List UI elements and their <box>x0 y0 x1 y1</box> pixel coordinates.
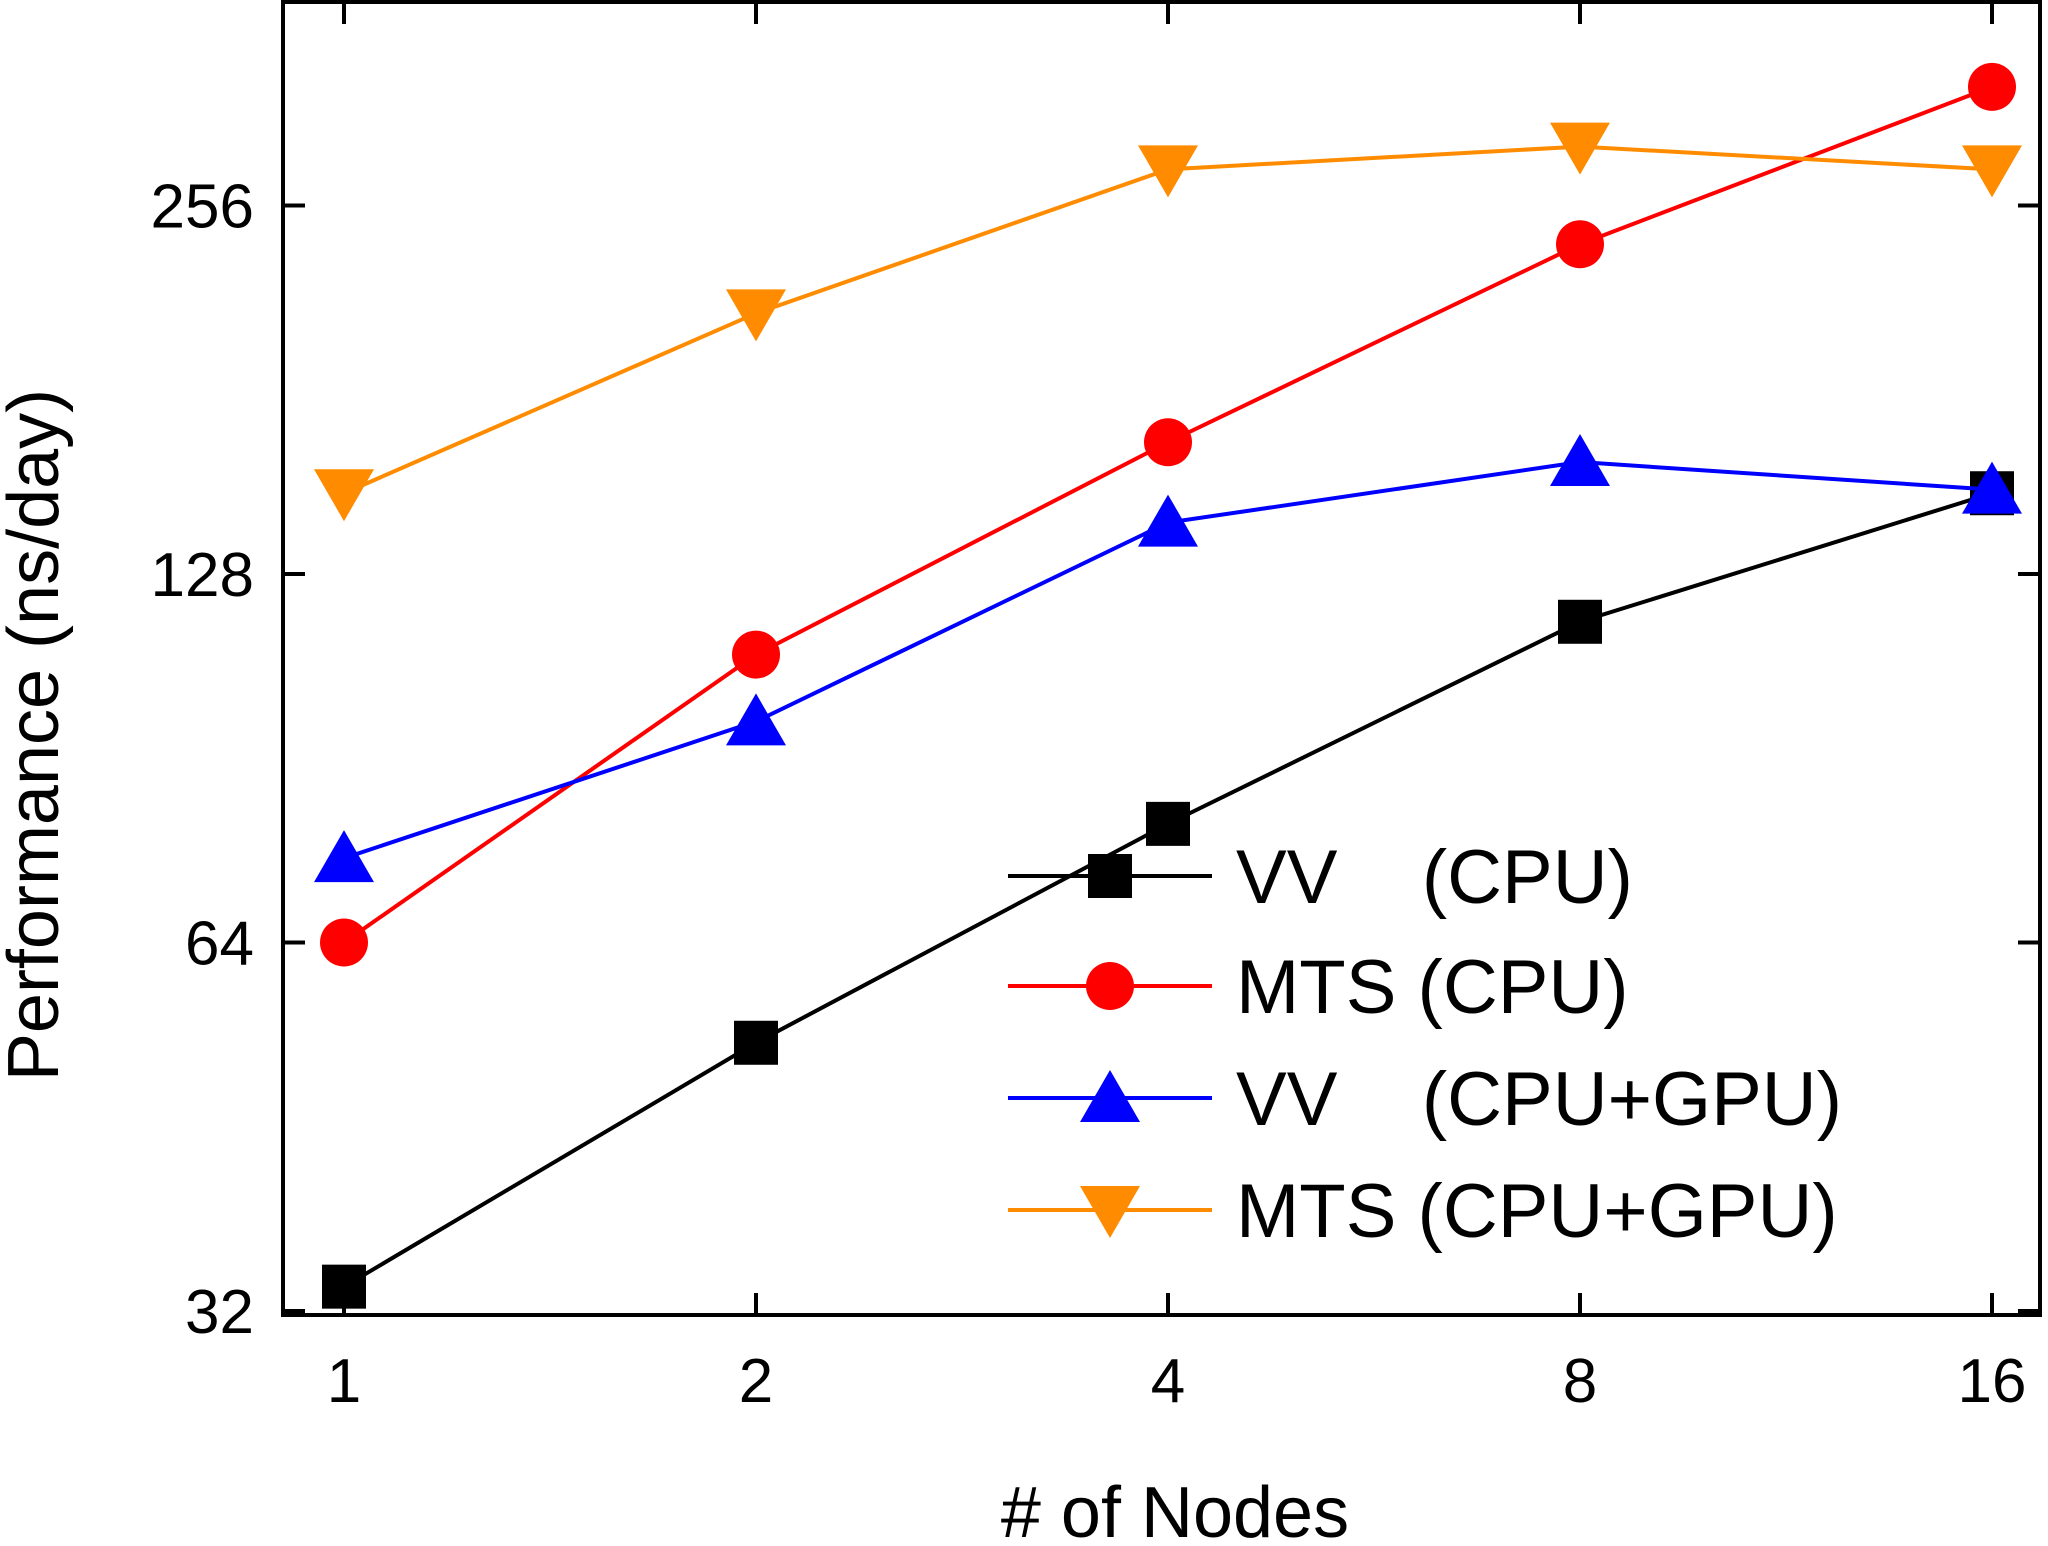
series-3 <box>314 122 2022 522</box>
legend-label: VV (CPU+GPU) <box>1236 1057 1842 1142</box>
data-point-triangle-down <box>1962 145 2022 198</box>
y-tick-label: 64 <box>185 910 254 979</box>
data-point-triangle-down <box>1080 1186 1140 1238</box>
data-point-triangle-down <box>1550 122 1610 175</box>
data-point-square <box>1088 854 1132 898</box>
x-tick-label: 4 <box>1151 1347 1185 1416</box>
legend-label: MTS (CPU+GPU) <box>1236 1169 1838 1254</box>
y-axis-ticks: 32 64 128 256 <box>151 173 2040 1347</box>
y-tick-label: 128 <box>151 541 254 610</box>
data-point-triangle-up <box>1962 461 2022 514</box>
legend-entry: MTS (CPU) <box>1008 945 1629 1030</box>
data-point-square <box>1146 801 1190 846</box>
y-tick-label: 256 <box>151 173 254 242</box>
data-point-circle <box>1556 220 1604 269</box>
data-point-square <box>1558 599 1602 644</box>
data-point-circle <box>1086 962 1134 1010</box>
legend-label: MTS (CPU) <box>1236 945 1629 1030</box>
legend-entry: VV (CPU+GPU) <box>1008 1057 1842 1142</box>
series-line <box>342 491 1993 1289</box>
x-tick-label: 8 <box>1563 1347 1597 1416</box>
data-point-triangle-up <box>726 693 786 746</box>
x-axis-ticks: 1 2 4 8 16 <box>327 2 2027 1416</box>
data-point-triangle-down <box>1138 145 1198 198</box>
x-tick-label: 1 <box>327 1347 361 1416</box>
y-tick-label: 32 <box>185 1278 254 1347</box>
x-tick-label: 2 <box>739 1347 773 1416</box>
legend: VV (CPU) MTS (CPU) VV (CPU+GPU) MTS (CPU+GP… <box>1008 835 1842 1254</box>
data-point-square <box>322 1264 366 1309</box>
legend-entry: VV (CPU) <box>1008 835 1633 920</box>
series-1 <box>320 62 2016 967</box>
legend-label: VV (CPU) <box>1236 835 1633 920</box>
data-point-circle <box>732 630 780 679</box>
plot-frame <box>281 0 2042 1317</box>
data-point-circle <box>1144 418 1192 467</box>
series-2 <box>314 434 2022 883</box>
x-tick-label: 16 <box>1958 1347 2027 1416</box>
data-point-triangle-up <box>1080 1070 1140 1122</box>
data-point-circle <box>320 918 368 967</box>
x-axis-label: # of Nodes <box>1001 1473 1349 1546</box>
data-point-circle <box>1968 62 2016 111</box>
series-layer <box>314 62 2022 1309</box>
y-axis-label: Performance (ns/day) <box>0 389 74 1081</box>
data-point-triangle-up <box>1550 434 1610 487</box>
data-point-square <box>734 1020 778 1065</box>
data-point-triangle-down <box>314 469 374 522</box>
data-point-triangle-up <box>1138 494 1198 547</box>
data-point-triangle-up <box>314 830 374 883</box>
legend-entry: MTS (CPU+GPU) <box>1008 1169 1838 1254</box>
data-point-triangle-down <box>726 289 786 342</box>
